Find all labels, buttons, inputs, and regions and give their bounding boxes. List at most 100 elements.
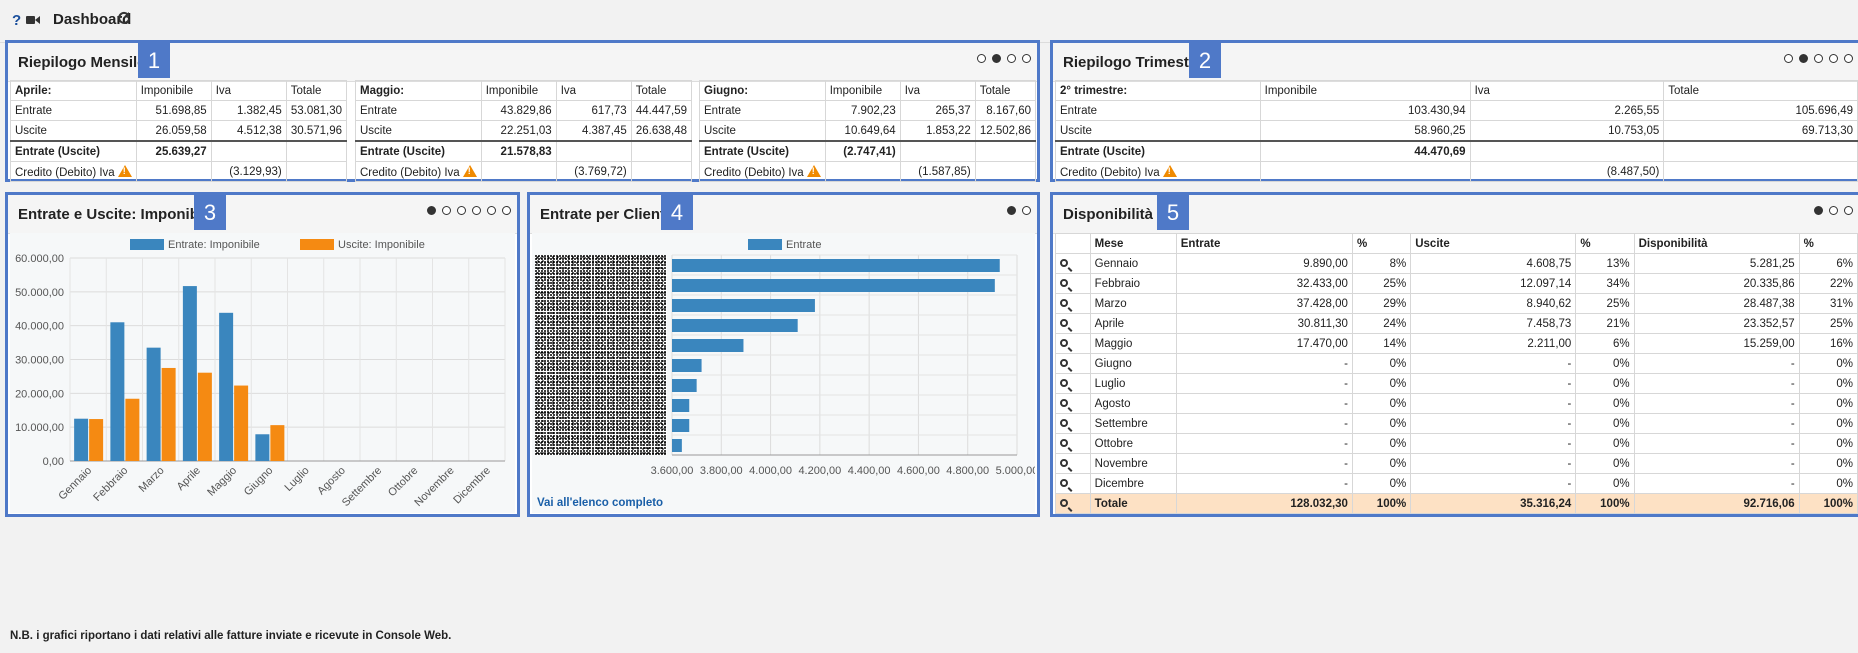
carousel-dot[interactable] bbox=[442, 206, 451, 215]
carousel-dot-active[interactable] bbox=[1799, 54, 1808, 63]
cell: 8.940,62 bbox=[1410, 293, 1577, 314]
magnifier-icon[interactable] bbox=[1055, 473, 1091, 494]
carousel-dot[interactable] bbox=[1829, 206, 1838, 215]
magnifier-icon[interactable] bbox=[1055, 253, 1091, 274]
cell-empty bbox=[285, 161, 348, 182]
carousel-dot[interactable] bbox=[977, 54, 986, 63]
magnifier-icon[interactable] bbox=[1055, 433, 1091, 454]
y-tick-label: 20.000,00 bbox=[15, 388, 64, 400]
magnifier-icon[interactable] bbox=[1055, 313, 1091, 334]
cell: 9.890,00 bbox=[1175, 253, 1353, 274]
panel-title: Riepilogo Trimestre bbox=[1063, 54, 1204, 71]
total-row: Totale 128.032,30 100% 35.316,24 100% 92.716,… bbox=[1055, 493, 1858, 514]
x-tick-label: 5.000,00 bbox=[996, 465, 1035, 477]
row-label-credito: Credito (Debito) Iva! bbox=[10, 161, 137, 182]
magnifier-icon[interactable] bbox=[1055, 353, 1091, 374]
cell: - bbox=[1633, 353, 1800, 374]
carousel-dot-active[interactable] bbox=[1007, 206, 1016, 215]
row-label-credito: Credito (Debito) Iva! bbox=[355, 161, 482, 182]
cell: - bbox=[1633, 373, 1800, 394]
col-header: Imponibile bbox=[1259, 80, 1471, 101]
cell: 100% bbox=[1798, 493, 1858, 514]
cell: 44.470,69 bbox=[1259, 140, 1471, 162]
panel-number-badge: 1 bbox=[138, 43, 170, 78]
panel-income-per-client: Entrate per Cliente 4 3.600,00 3.800,00 4.… bbox=[527, 192, 1040, 517]
cell: - bbox=[1175, 433, 1353, 454]
month-label: Giugno: bbox=[699, 80, 826, 101]
bar bbox=[255, 434, 270, 461]
carousel-dot[interactable] bbox=[472, 206, 481, 215]
bar-chart-income-per-client: 3.600,00 3.800,00 4.000,00 4.200,00 4.400,00… bbox=[651, 239, 1038, 477]
cell: 128.032,30 bbox=[1175, 493, 1353, 514]
panel-header: Entrate e Uscite: Imponibile 3 bbox=[8, 195, 517, 234]
cell: 22% bbox=[1798, 273, 1858, 294]
cell: - bbox=[1175, 413, 1353, 434]
month-label: Aprile: bbox=[10, 80, 137, 101]
cell: 58.960,25 bbox=[1259, 120, 1471, 142]
magnifier-icon[interactable] bbox=[1055, 453, 1091, 474]
cell: 6% bbox=[1575, 333, 1635, 354]
carousel-dot[interactable] bbox=[502, 206, 511, 215]
cell: (8.487,50) bbox=[1469, 161, 1665, 182]
carousel-dot[interactable] bbox=[1022, 206, 1031, 215]
cell: 14% bbox=[1351, 333, 1412, 354]
table-row: Luglio -0% -0% -0% bbox=[1055, 373, 1858, 394]
top-bar: ? Dashboard bbox=[0, 0, 1858, 43]
carousel-dot[interactable] bbox=[487, 206, 496, 215]
magnifier-icon[interactable] bbox=[1055, 293, 1091, 314]
table-row: Marzo 37.428,00 29% 8.940,62 25% 28.487,38 31% bbox=[1055, 293, 1858, 314]
cell: 617,73 bbox=[555, 100, 632, 121]
refresh-icon[interactable] bbox=[117, 11, 131, 29]
panel-quarter-summary: Riepilogo Trimestre 2 2° trimestre: Impo… bbox=[1050, 40, 1858, 182]
magnifier-icon[interactable] bbox=[1055, 493, 1091, 514]
panel-number-badge: 4 bbox=[661, 195, 693, 230]
panel-availability: Disponibilità 5 Mese Entrate% Uscite% Dispo… bbox=[1050, 192, 1858, 517]
bar bbox=[672, 319, 798, 332]
cell: 28.487,38 bbox=[1633, 293, 1800, 314]
carousel-dot[interactable] bbox=[1814, 54, 1823, 63]
warning-icon: ! bbox=[1162, 164, 1177, 177]
carousel-dot-active[interactable] bbox=[427, 206, 436, 215]
cell: - bbox=[1410, 453, 1577, 474]
y-tick-label: 0,00 bbox=[43, 456, 64, 468]
cell: 0% bbox=[1575, 453, 1635, 474]
cell: 43.829,86 bbox=[480, 100, 557, 121]
col-header: Iva bbox=[1469, 80, 1665, 101]
carousel-dot-active[interactable] bbox=[1814, 206, 1823, 215]
cell: 17.470,00 bbox=[1175, 333, 1353, 354]
carousel-dot[interactable] bbox=[1007, 54, 1016, 63]
full-list-link[interactable]: Vai all'elenco completo bbox=[537, 497, 664, 509]
panel-header: Disponibilità 5 bbox=[1053, 195, 1858, 234]
carousel-dots bbox=[1007, 206, 1031, 215]
help-icon[interactable]: ? bbox=[12, 12, 22, 29]
bar bbox=[672, 419, 690, 432]
carousel-dot-active[interactable] bbox=[992, 54, 1001, 63]
carousel-dot[interactable] bbox=[457, 206, 466, 215]
bar bbox=[125, 398, 140, 461]
cell: Marzo bbox=[1089, 293, 1177, 314]
carousel-dot[interactable] bbox=[1829, 54, 1838, 63]
video-camera-icon[interactable] bbox=[26, 13, 40, 30]
carousel-dot[interactable] bbox=[1844, 206, 1853, 215]
cell: 92.716,06 bbox=[1633, 493, 1800, 514]
panel-number-badge: 5 bbox=[1157, 195, 1189, 230]
cell-empty bbox=[210, 140, 287, 162]
carousel-dot[interactable] bbox=[1022, 54, 1031, 63]
cell: 103.430,94 bbox=[1259, 100, 1471, 121]
cell: Giugno bbox=[1089, 353, 1177, 374]
cell: 0% bbox=[1575, 373, 1635, 394]
row-label: Uscite bbox=[355, 120, 482, 142]
magnifier-icon[interactable] bbox=[1055, 333, 1091, 354]
carousel-dots bbox=[977, 54, 1031, 63]
cell: 0% bbox=[1351, 453, 1412, 474]
carousel-dot[interactable] bbox=[1784, 54, 1793, 63]
magnifier-icon[interactable] bbox=[1055, 373, 1091, 394]
cell-empty bbox=[824, 161, 901, 182]
carousel-dot[interactable] bbox=[1844, 54, 1853, 63]
magnifier-icon[interactable] bbox=[1055, 393, 1091, 414]
magnifier-icon[interactable] bbox=[1055, 273, 1091, 294]
magnifier-icon[interactable] bbox=[1055, 413, 1091, 434]
bar bbox=[197, 372, 212, 461]
cell: 10.649,64 bbox=[824, 120, 901, 142]
bar bbox=[672, 379, 697, 392]
